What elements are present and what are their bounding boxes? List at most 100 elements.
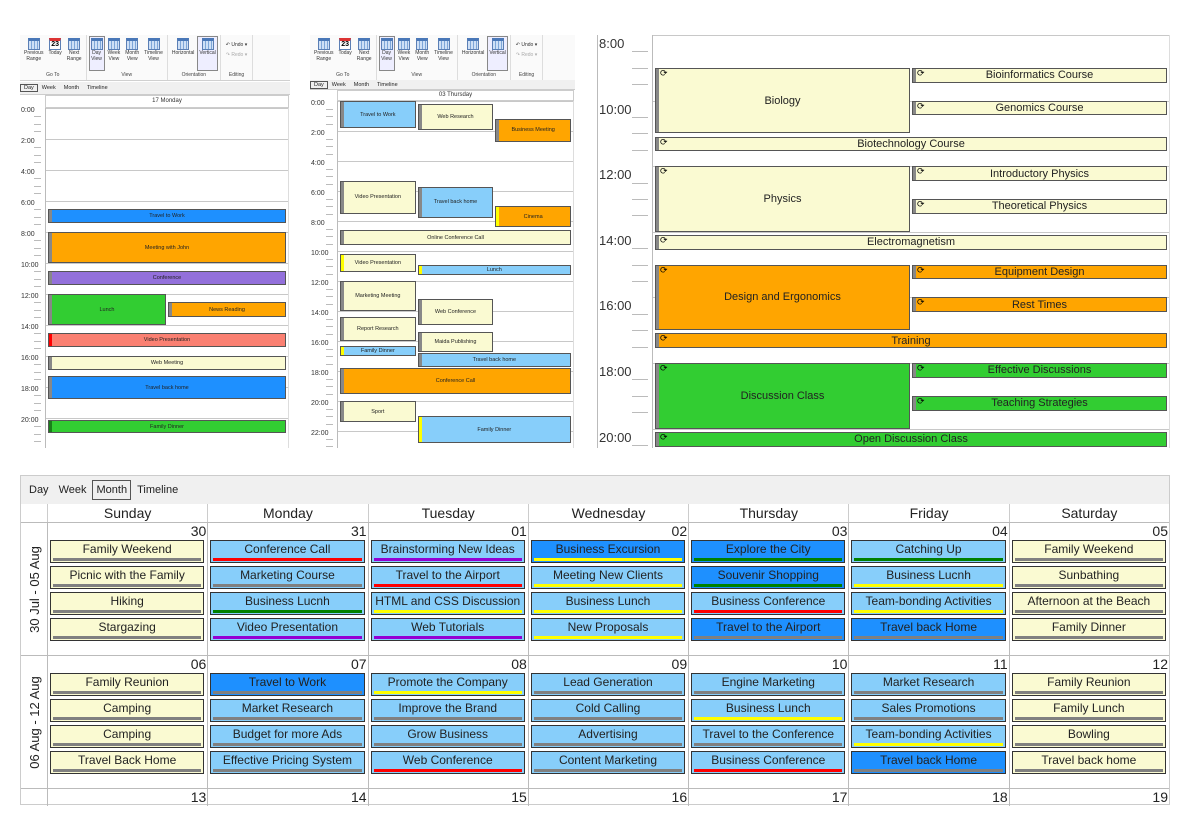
month-day-cell[interactable]: 12 Family Reunion Family Lunch Bowling Trave…: [1008, 655, 1169, 788]
calendar-event[interactable]: ⟳ Physics: [655, 166, 910, 232]
week-view-button[interactable]: Week View: [106, 36, 123, 71]
month-event[interactable]: Business Conference: [691, 751, 846, 774]
month-event[interactable]: Web Tutorials: [370, 618, 525, 641]
month-event[interactable]: Souvenir Shopping: [691, 566, 846, 589]
calendar-event[interactable]: Travel to Work: [48, 208, 286, 223]
month-event[interactable]: Business Lucnh: [851, 566, 1006, 589]
month-day-cell[interactable]: 13: [47, 788, 208, 806]
month-day-cell[interactable]: 14: [207, 788, 368, 806]
month-event[interactable]: Family Weekend: [1011, 540, 1166, 563]
horizontal-button[interactable]: Horizontal: [170, 36, 197, 71]
calendar-event[interactable]: ⟳ Electromagnetism: [655, 235, 1167, 250]
month-event[interactable]: Family Dinner: [1011, 618, 1166, 641]
month-event[interactable]: Meeting New Clients: [530, 566, 686, 589]
month-event[interactable]: Travel back Home: [851, 751, 1006, 774]
month-event[interactable]: Lead Generation: [530, 673, 686, 696]
calendar-event[interactable]: Meeting with John: [48, 232, 286, 263]
month-day-cell[interactable]: 07 Travel to Work Market Research Budget fo…: [207, 655, 368, 788]
month-event[interactable]: Travel to the Conference: [691, 725, 846, 748]
month-event[interactable]: Travel back home: [1011, 751, 1166, 774]
next-range-button[interactable]: Next Range: [65, 36, 84, 71]
month-event[interactable]: Sales Promotions: [851, 699, 1006, 722]
calendar-event[interactable]: ⟳ Theoretical Physics: [912, 199, 1167, 214]
calendar-event[interactable]: ⟳ Training: [655, 333, 1167, 349]
timeline-view-button[interactable]: Timeline View: [142, 36, 165, 71]
calendar-event[interactable]: Cinema: [495, 206, 571, 227]
calendar-event[interactable]: Family Dinner: [340, 345, 416, 356]
calendar-event[interactable]: Web Research: [417, 104, 494, 130]
month-event[interactable]: Web Conference: [370, 751, 525, 774]
month-event[interactable]: Camping: [50, 699, 205, 722]
tab-month[interactable]: Month: [92, 480, 132, 500]
calendar-event[interactable]: Lunch: [417, 264, 571, 275]
calendar-event[interactable]: ⟳ Effective Discussions: [912, 363, 1167, 378]
month-day-cell[interactable]: 18: [848, 788, 1009, 806]
tab-timeline[interactable]: Timeline: [137, 484, 179, 496]
calendar-event[interactable]: Sport: [340, 401, 416, 422]
week-view-button[interactable]: Week View: [396, 36, 413, 71]
month-day-cell[interactable]: 31 Conference Call Marketing Course Busines…: [207, 522, 368, 655]
month-event[interactable]: Travel Back Home: [50, 751, 205, 774]
calendar-event[interactable]: ⟳ Biotechnology Course: [655, 136, 1167, 152]
calendar-event[interactable]: Report Research: [340, 317, 416, 341]
undo-button[interactable]: ↶ Undo ▾: [516, 40, 537, 50]
calendar-event[interactable]: ⟳ Genomics Course: [912, 100, 1167, 116]
month-event[interactable]: Hiking: [50, 592, 205, 615]
calendar-event[interactable]: Travel back home: [417, 353, 571, 367]
month-event[interactable]: Engine Marketing: [691, 673, 846, 696]
month-event[interactable]: Business Conference: [691, 592, 846, 615]
month-view-button[interactable]: Month View: [123, 36, 141, 71]
month-event[interactable]: Family Weekend: [50, 540, 205, 563]
month-event[interactable]: Business Lunch: [530, 592, 686, 615]
month-event[interactable]: Improve the Brand: [370, 699, 525, 722]
tab-month[interactable]: Month: [353, 81, 370, 88]
tab-week[interactable]: Week: [331, 81, 346, 88]
month-day-cell[interactable]: 11 Market Research Sales Promotions Team-bo…: [848, 655, 1009, 788]
month-event[interactable]: Catching Up: [851, 540, 1006, 563]
calendar-event[interactable]: ⟳ Biology: [655, 67, 910, 134]
month-event[interactable]: Travel to the Airport: [370, 566, 525, 589]
month-event[interactable]: Market Research: [851, 673, 1006, 696]
month-day-cell[interactable]: 19: [1008, 788, 1169, 806]
calendar-event[interactable]: ⟳ Open Discussion Class: [655, 431, 1167, 447]
month-day-cell[interactable]: 08 Promote the Company Improve the Brand Gr…: [367, 655, 528, 788]
calendar-event[interactable]: ⟳ Teaching Strategies: [912, 395, 1167, 411]
calendar-event[interactable]: Online Conference Call: [340, 230, 571, 245]
month-event[interactable]: Family Reunion: [1011, 673, 1166, 696]
undo-button[interactable]: ↶ Undo ▾: [226, 40, 247, 50]
month-event[interactable]: Content Marketing: [530, 751, 686, 774]
tab-day[interactable]: Day: [310, 80, 328, 89]
month-day-cell[interactable]: 03 Explore the City Souvenir Shopping Busin…: [688, 522, 849, 655]
month-event[interactable]: Conference Call: [210, 540, 365, 563]
tab-week[interactable]: Week: [58, 484, 87, 496]
calendar-event[interactable]: ⟳ Design and Ergonomics: [655, 264, 910, 331]
month-day-cell[interactable]: 09 Lead Generation Cold Calling Advertising…: [527, 655, 689, 788]
month-event[interactable]: Effective Pricing System: [210, 751, 365, 774]
month-event[interactable]: Afternoon at the Beach: [1011, 592, 1166, 615]
tab-month[interactable]: Month: [63, 85, 80, 91]
today-button[interactable]: 23 Today: [336, 36, 353, 71]
calendar-event[interactable]: ⟳ Equipment Design: [912, 264, 1167, 280]
calendar-event[interactable]: ⟳ Rest Times: [912, 297, 1167, 313]
month-event[interactable]: Travel back Home: [851, 618, 1006, 641]
calendar-event[interactable]: Conference: [48, 270, 286, 285]
vertical-button[interactable]: Vertical: [197, 36, 218, 71]
horizontal-button[interactable]: Horizontal: [460, 36, 487, 71]
calendar-event[interactable]: Lunch: [48, 294, 166, 325]
month-day-cell[interactable]: 01 Brainstorming New Ideas Travel to the A…: [367, 522, 528, 655]
today-button[interactable]: 23 Today: [46, 36, 63, 71]
month-event[interactable]: Family Lunch: [1011, 699, 1166, 722]
month-day-cell[interactable]: 30 Family Weekend Picnic with the Family Hi…: [47, 522, 208, 655]
day-view-button[interactable]: Day View: [88, 36, 105, 71]
month-event[interactable]: Business Lucnh: [210, 592, 365, 615]
tab-day[interactable]: Day: [29, 484, 49, 496]
month-day-cell[interactable]: 06 Family Reunion Camping Camping Travel Bac…: [47, 655, 208, 788]
redo-button[interactable]: ↷ Redo ▾: [226, 50, 247, 60]
month-event[interactable]: New Proposals: [530, 618, 686, 641]
vertical-button[interactable]: Vertical: [487, 36, 508, 71]
calendar-event[interactable]: ⟳ Introductory Physics: [912, 166, 1167, 181]
calendar-event[interactable]: Video Presentation: [340, 180, 416, 214]
calendar-event[interactable]: Marketing Meeting: [340, 281, 416, 311]
month-event[interactable]: Sunbathing: [1011, 566, 1166, 589]
redo-button[interactable]: ↷ Redo ▾: [516, 50, 537, 60]
